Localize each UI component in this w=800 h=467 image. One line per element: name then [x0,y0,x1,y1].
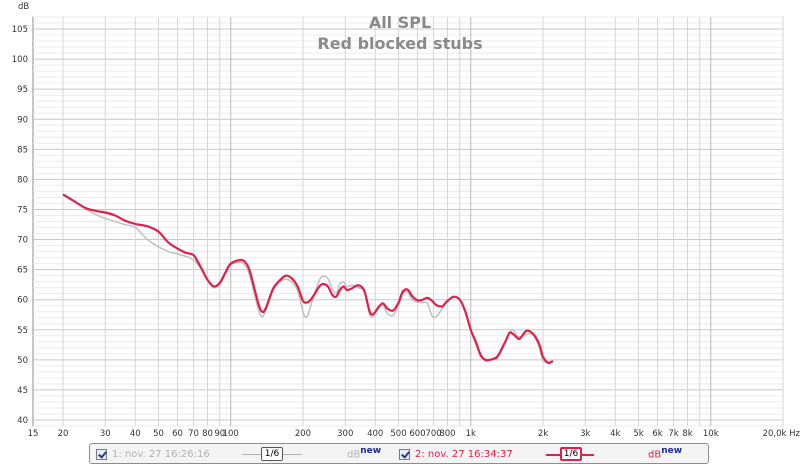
y-tick-label: 100 [12,55,28,65]
x-tick-label: 90 [214,429,225,439]
db-label-1: dBnew [347,446,381,460]
y-tick-label: 55 [17,326,28,336]
y-tick-labels: 40 45 50 55 60 65 70 75 80 85 90 95 100 105 [12,25,28,426]
y-tick-label: 90 [17,115,28,125]
x-tick-label: 15 [28,429,39,439]
x-tick-label: 8k [682,429,692,439]
chart-title: All SPL [369,13,431,32]
x-tick-label: 500 [390,429,406,439]
x-tick-label: 10k [703,429,719,439]
y-tick-label: 70 [17,236,28,246]
y-unit-label: dB [18,2,29,12]
x-tick-label: 700 [425,429,441,439]
series [62,193,554,365]
y-tick-label: 65 [17,266,28,276]
legend-item-2[interactable]: 2: nov. 27 16:34:37 [399,446,513,462]
db-label-2: dBnew [648,446,682,460]
x-tick-label: 4k [610,429,620,439]
x-tick-label: 5k [633,429,643,439]
db-new-2: new [661,446,683,456]
x-tick-label: 300 [337,429,353,439]
x-tick-label: 6k [652,429,662,439]
y-tick-label: 75 [17,205,28,215]
x-tick-label: 1k [466,429,476,439]
x-tick-label: 50 [153,429,164,439]
x-tick-label: 20 [58,429,69,439]
x-tick-label: 800 [439,429,455,439]
smoothing-button-2[interactable]: 1/6 [560,447,582,461]
series-line-2 [62,193,554,365]
x-tick-label: 30 [100,429,111,439]
db-text-1: dB [347,449,361,461]
x-tick-label: 20,0k Hz [763,429,800,439]
x-tick-label: 60 [172,429,183,439]
x-tick-label: 40 [130,429,141,439]
spl-chart: 40 45 50 55 60 65 70 75 80 85 90 95 100 105 15 20 30 40 5… [12,2,800,439]
x-tick-label: 200 [295,429,311,439]
y-tick-label: 60 [17,296,28,306]
legend-item-1[interactable]: 1: nov. 27 16:26:16 [96,446,210,462]
checkbox-icon[interactable] [399,448,410,460]
legend-label-1: 1: nov. 27 16:26:16 [112,448,210,460]
checkbox-icon[interactable] [96,448,107,460]
legend-bar: 1: nov. 27 16:26:16 1/6 dBnew 2: nov. 27… [89,443,709,464]
x-tick-label: 400 [367,429,383,439]
smoothing-button-1[interactable]: 1/6 [261,447,283,461]
x-tick-label: 80 [202,429,213,439]
db-new-1: new [360,446,382,456]
db-text-2: dB [648,449,662,461]
y-tick-label: 105 [12,25,28,35]
chart-subtitle: Red blocked stubs [317,34,482,53]
y-tick-label: 40 [17,416,28,426]
legend-label-2: 2: nov. 27 16:34:37 [415,448,513,460]
y-tick-label: 80 [17,175,28,185]
x-tick-label: 3k [580,429,590,439]
grid [33,16,784,427]
x-tick-label: 70 [188,429,199,439]
y-tick-label: 45 [17,386,28,396]
y-tick-label: 50 [17,356,28,366]
y-tick-label: 95 [17,85,28,95]
y-tick-label: 85 [17,145,28,155]
x-tick-label: 2k [538,429,548,439]
x-tick-label: 100 [223,429,239,439]
x-tick-label: 7k [668,429,678,439]
x-tick-label: 600 [409,429,425,439]
